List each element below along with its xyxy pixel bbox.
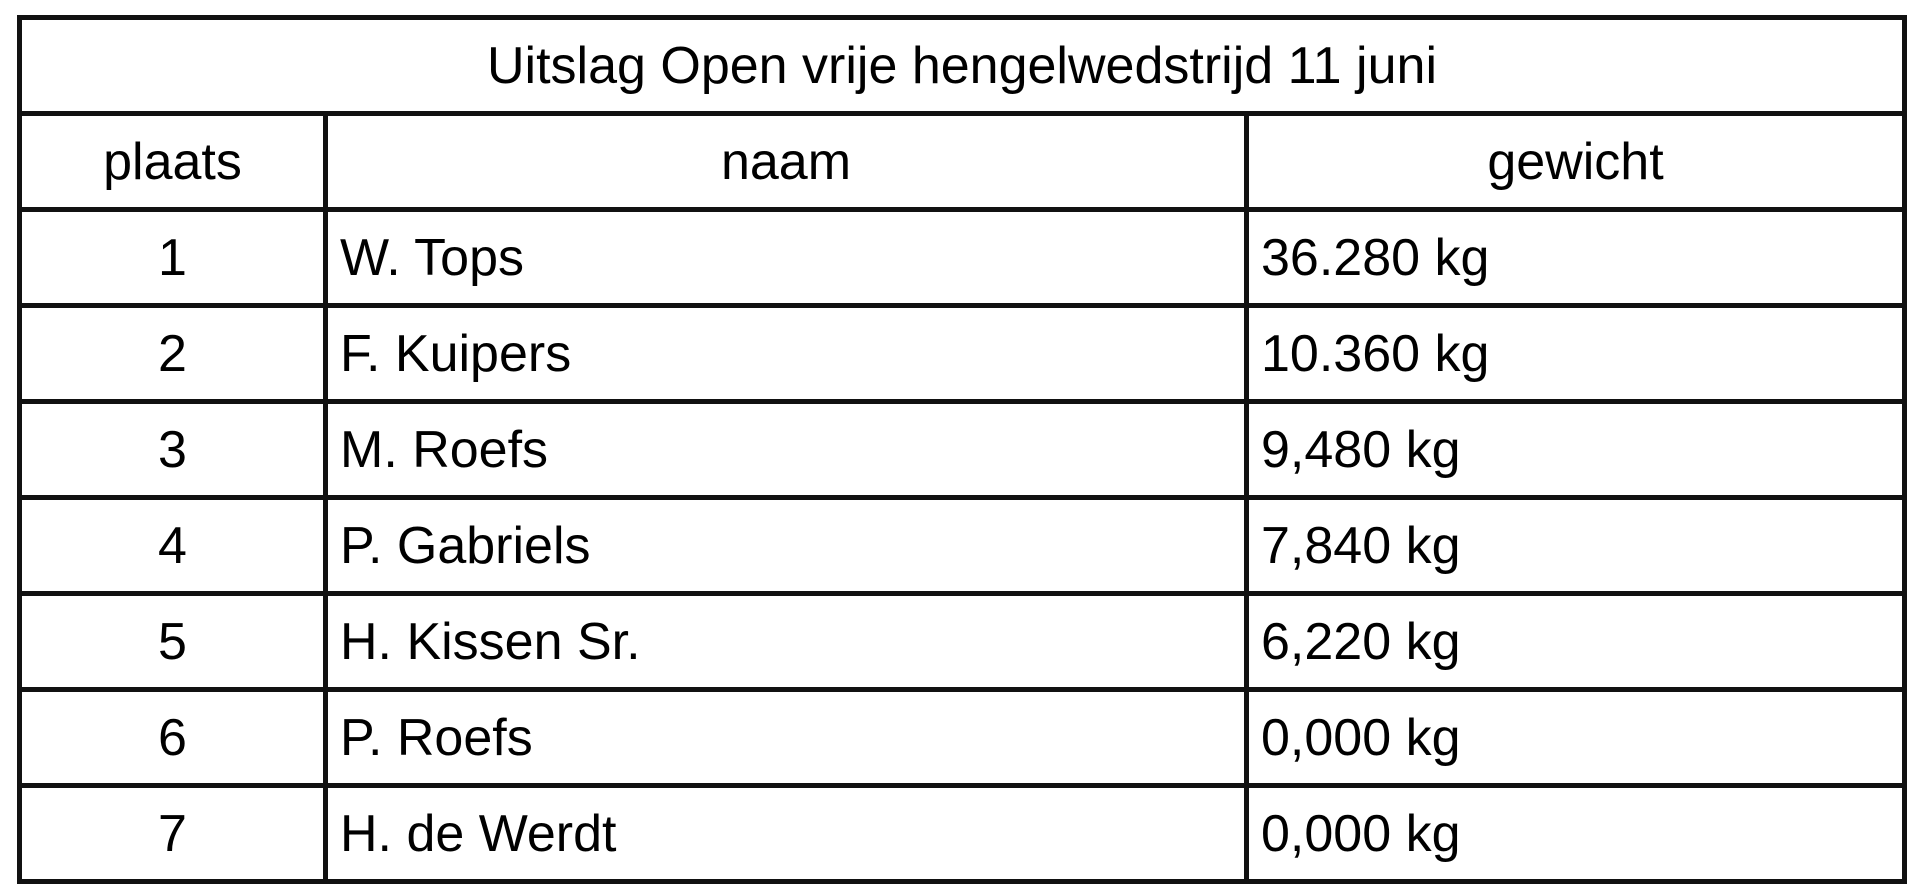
- table-head: Uitslag Open vrije hengelwedstrijd 11 ju…: [16, 15, 1908, 212]
- result-row: 7 H. de Werdt 0,000 kg: [17, 783, 1908, 884]
- weight-cell: 0,000 kg: [1243, 783, 1908, 884]
- place-cell: 3: [17, 399, 328, 500]
- result-row: 5 H. Kissen Sr. 6,220 kg: [17, 591, 1908, 692]
- place-cell: 2: [17, 303, 328, 404]
- result-row: 4 P. Gabriels 7,840 kg: [17, 495, 1908, 596]
- place-cell: 7: [17, 783, 328, 884]
- column-header: gewicht: [1243, 111, 1908, 212]
- column-header: naam: [323, 111, 1249, 212]
- name-cell: P. Roefs: [323, 687, 1249, 788]
- place-cell: 6: [17, 687, 328, 788]
- result-row: 1 W. Tops 36.280 kg: [17, 207, 1908, 308]
- name-cell: F. Kuipers: [323, 303, 1249, 404]
- title-row: Uitslag Open vrije hengelwedstrijd 11 ju…: [16, 15, 1908, 116]
- place-cell: 1: [17, 207, 328, 308]
- column-header: plaats: [17, 111, 328, 212]
- weight-cell: 36.280 kg: [1243, 207, 1908, 308]
- name-cell: H. Kissen Sr.: [323, 591, 1249, 692]
- weight-cell: 7,840 kg: [1243, 495, 1908, 596]
- weight-cell: 6,220 kg: [1243, 591, 1908, 692]
- name-cell: M. Roefs: [323, 399, 1249, 500]
- name-cell: H. de Werdt: [323, 783, 1249, 884]
- place-cell: 4: [17, 495, 328, 596]
- results-table: Uitslag Open vrije hengelwedstrijd 11 ju…: [16, 15, 1908, 884]
- result-row: 6 P. Roefs 0,000 kg: [17, 687, 1908, 788]
- name-cell: W. Tops: [323, 207, 1249, 308]
- result-row: 2 F. Kuipers 10.360 kg: [17, 303, 1908, 404]
- table-title: Uitslag Open vrije hengelwedstrijd 11 ju…: [16, 15, 1908, 116]
- weight-cell: 0,000 kg: [1243, 687, 1908, 788]
- place-cell: 5: [17, 591, 328, 692]
- weight-cell: 10.360 kg: [1243, 303, 1908, 404]
- result-row: 3 M. Roefs 9,480 kg: [17, 399, 1908, 500]
- header-row: plaats naam gewicht: [17, 111, 1908, 212]
- table-body: 1 W. Tops 36.280 kg 2 F. Kuipers 10.360 kg 3 M.…: [17, 207, 1908, 884]
- name-cell: P. Gabriels: [323, 495, 1249, 596]
- weight-cell: 9,480 kg: [1243, 399, 1908, 500]
- page: Uitslag Open vrije hengelwedstrijd 11 ju…: [16, 15, 1908, 884]
